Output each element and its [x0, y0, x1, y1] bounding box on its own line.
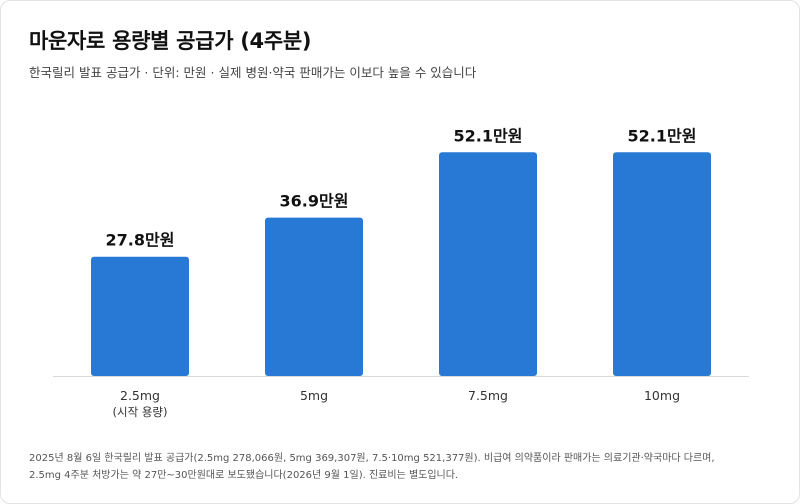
- footnote-line-1: 2025년 8월 6일 한국릴리 발표 공급가(2.5mg 278,066원, …: [29, 453, 715, 464]
- labels-layer: 27.8만원 2.5mg (시작 용량) 36.9만원 5mg 52.1만원 7.5mg 52…: [106, 126, 697, 419]
- value-label-7.5mg: 52.1만원: [454, 126, 523, 145]
- chart-subtitle: 한국릴리 발표 공급가 · 단위: 만원 · 실제 병원·약국 판매가는 이보다…: [29, 65, 477, 80]
- value-label-10mg: 52.1만원: [628, 126, 697, 145]
- bar-2.5mg: [91, 256, 189, 376]
- value-label-5mg: 36.9만원: [280, 192, 349, 211]
- bar-10mg: [613, 152, 711, 376]
- footnote: 2025년 8월 6일 한국릴리 발표 공급가(2.5mg 278,066원, …: [29, 450, 779, 484]
- value-label-2.5mg: 27.8만원: [106, 231, 175, 250]
- footnote-line-2: 2.5mg 4주분 처방가는 약 27만~30만원대로 보도됐습니다(2026년…: [29, 470, 459, 481]
- bar-7.5mg: [439, 152, 537, 376]
- chart-title: 마운자로 용량별 공급가 (4주분): [29, 29, 312, 53]
- bar-5mg: [265, 217, 363, 376]
- bars-layer: [91, 152, 711, 376]
- tick-label-5mg: 5mg: [300, 388, 328, 403]
- tick-label-7.5mg: 7.5mg: [468, 388, 508, 403]
- tick-sublabel-2.5mg: (시작 용량): [113, 405, 168, 419]
- tick-label-10mg: 10mg: [644, 388, 680, 403]
- tick-label-2.5mg: 2.5mg: [120, 388, 160, 403]
